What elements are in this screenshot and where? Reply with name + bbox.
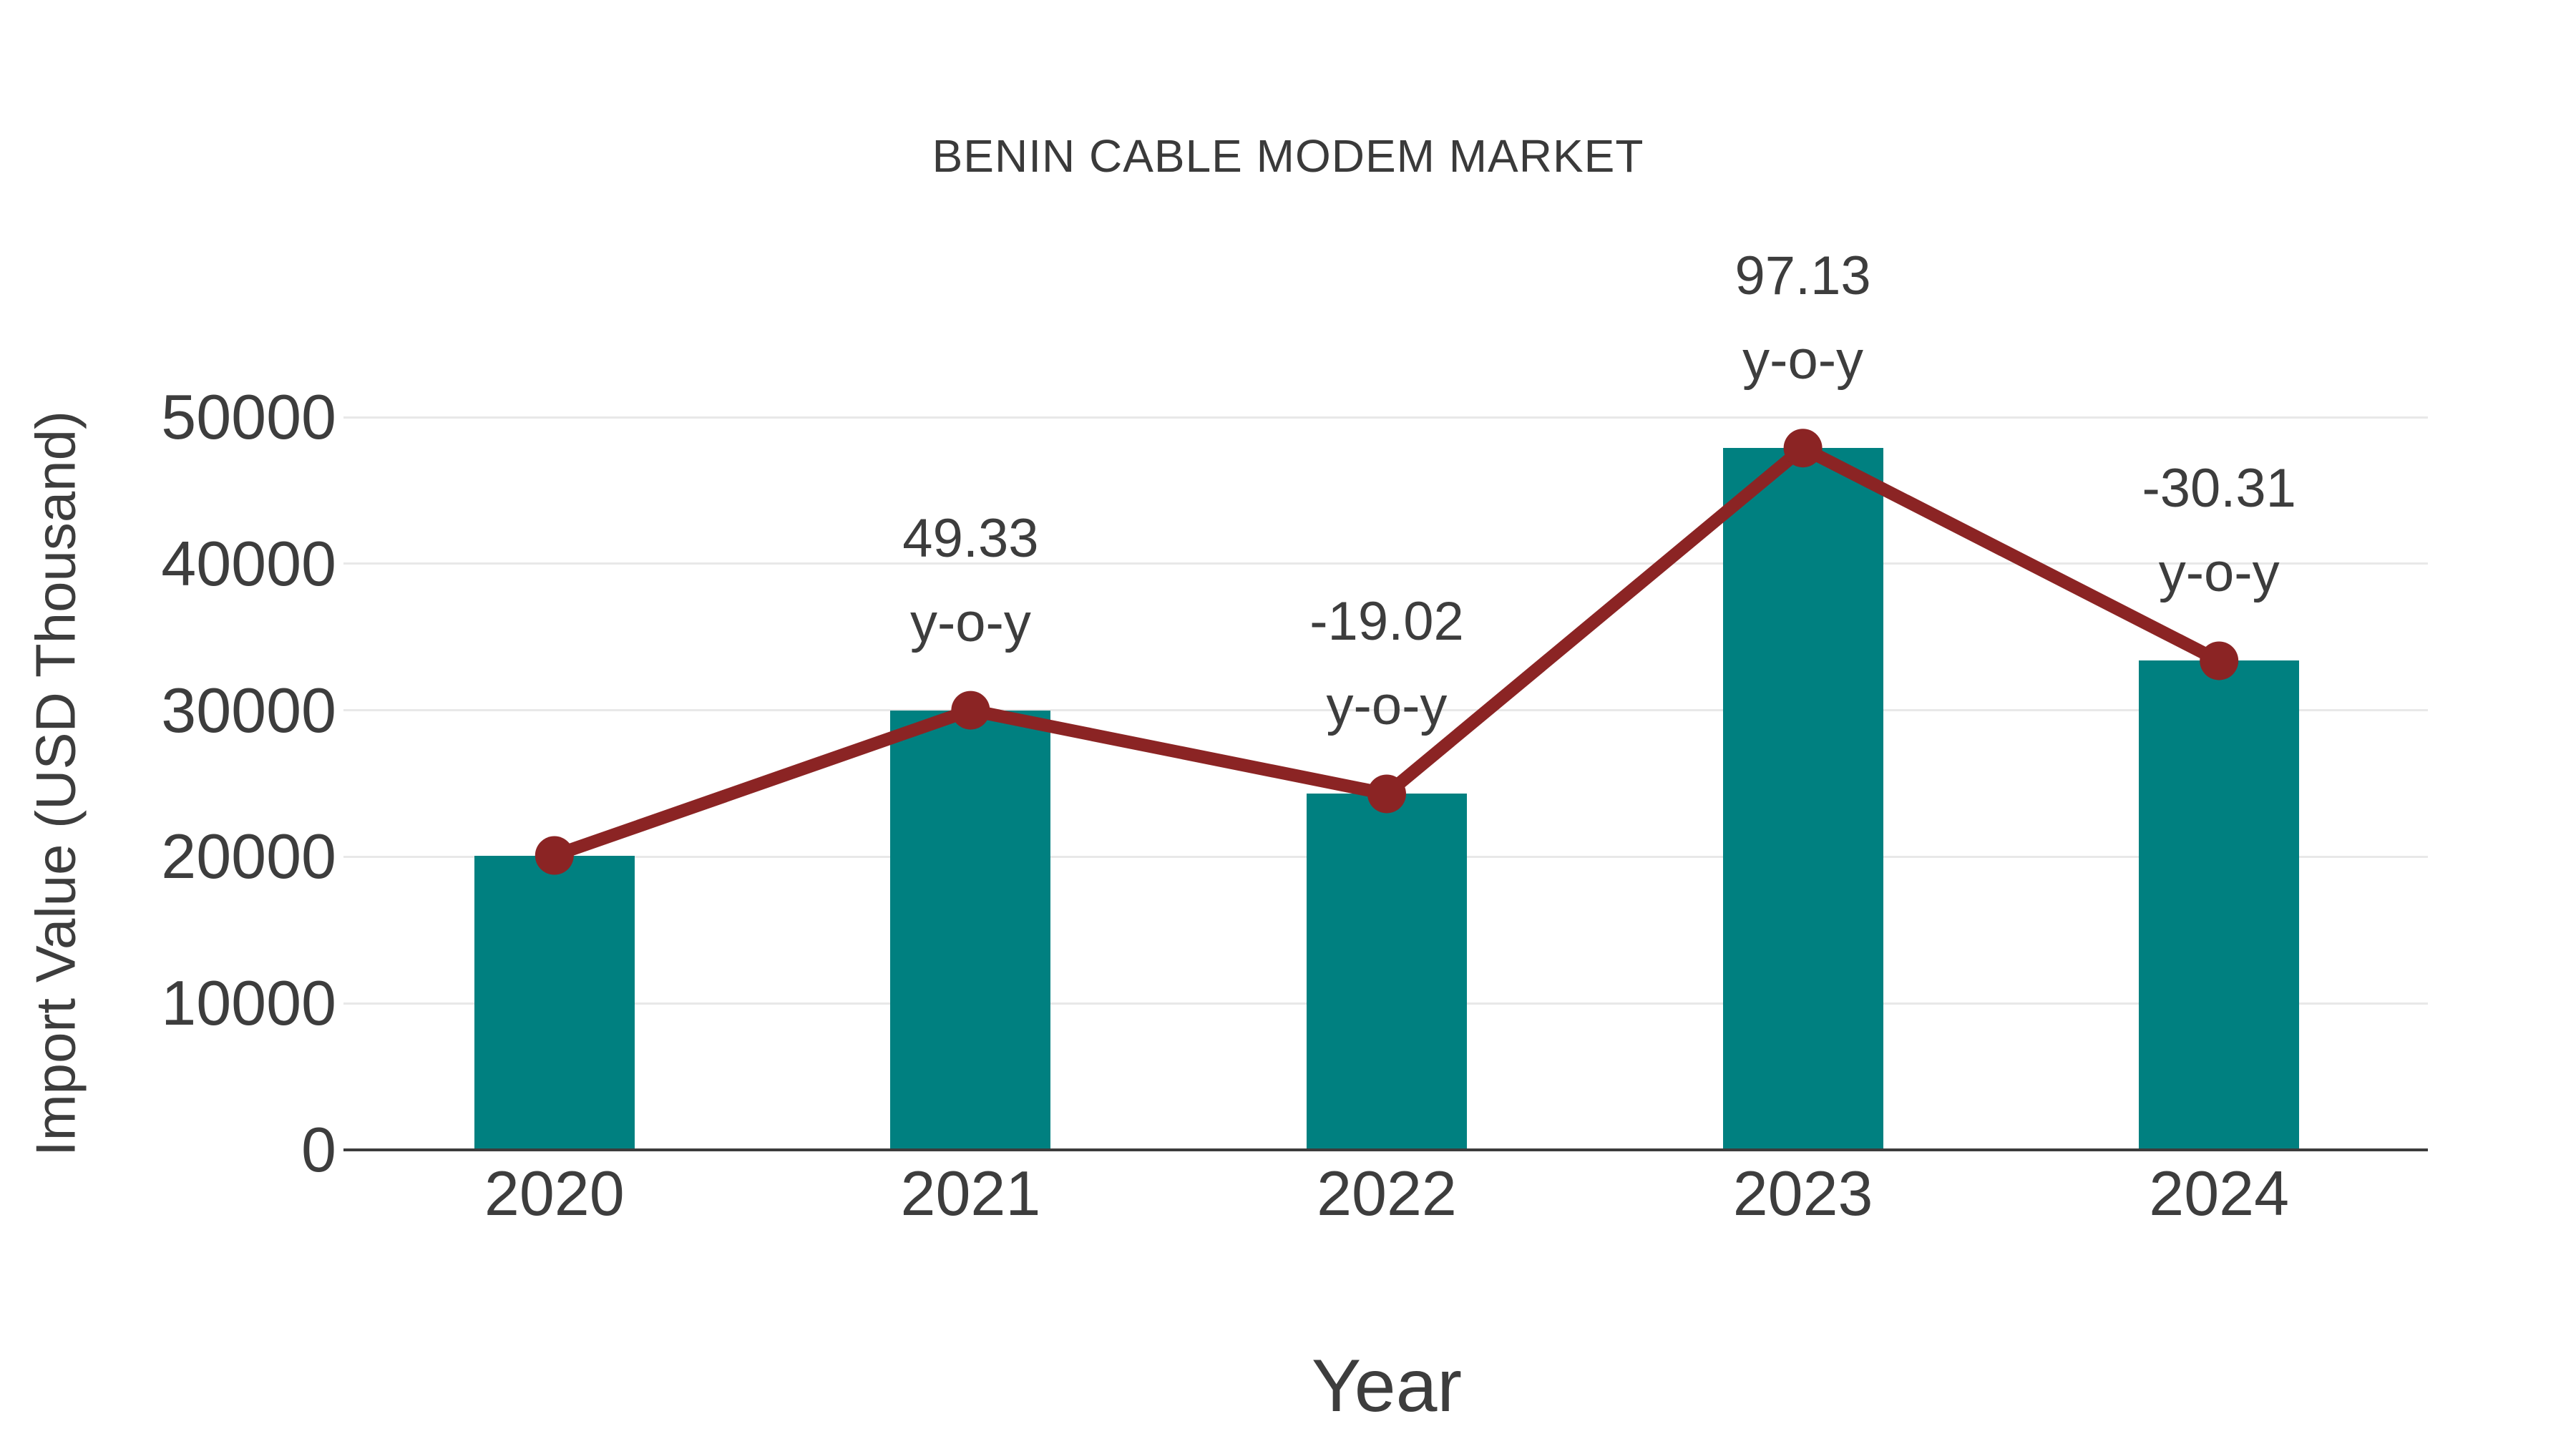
y-tick-label-0: 0 (301, 1114, 336, 1185)
bar-2023 (1722, 448, 1883, 1150)
x-tick-label-2020: 2020 (484, 1158, 625, 1229)
bar-2021 (890, 710, 1051, 1150)
annotation-2022-suffix: y-o-y (1326, 675, 1448, 737)
x-tick-label-2021: 2021 (900, 1158, 1041, 1229)
bar-2024 (2139, 660, 2300, 1150)
annotation-2022-value: -19.02 (1309, 591, 1464, 653)
y-tick-label-50000: 50000 (161, 381, 336, 452)
x-axis-title: Year (1311, 1345, 1463, 1428)
bar-2020 (474, 855, 635, 1150)
x-tick-label-2022: 2022 (1317, 1158, 1457, 1229)
annotation-2023-value: 97.13 (1735, 245, 1871, 307)
y-tick-label-20000: 20000 (161, 821, 336, 892)
chart-title: BENIN CABLE MODEM MARKET (932, 130, 1644, 182)
x-tick-label-2023: 2023 (1732, 1158, 1873, 1229)
y-tick-label-10000: 10000 (161, 967, 336, 1039)
x-axis-line (343, 1148, 2428, 1151)
y-axis-title: Import Value (USD Thousand) (24, 411, 87, 1156)
annotation-2024-suffix: y-o-y (2158, 542, 2280, 604)
annotation-2021-value: 49.33 (902, 507, 1039, 569)
y-tick-label-40000: 40000 (161, 527, 336, 599)
bar-2022 (1307, 794, 1467, 1150)
annotation-2021-suffix: y-o-y (909, 592, 1031, 653)
annotation-2024-value: -30.31 (2142, 458, 2296, 519)
gridline-50000 (343, 416, 2428, 419)
x-tick-label-2024: 2024 (2149, 1158, 2290, 1229)
annotation-2023-suffix: y-o-y (1742, 330, 1864, 391)
y-tick-label-30000: 30000 (161, 674, 336, 746)
